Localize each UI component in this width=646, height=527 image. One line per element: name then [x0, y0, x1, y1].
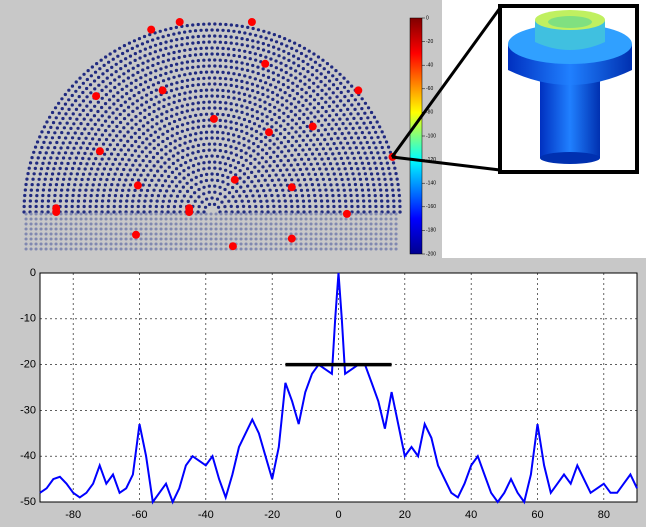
- element-point: [158, 86, 167, 95]
- x-tick-label: -60: [132, 509, 148, 521]
- element-point: [354, 86, 363, 95]
- colorbar-label: -100: [426, 133, 436, 139]
- element-point: [133, 181, 142, 190]
- element-point: [261, 59, 270, 68]
- element-point: [230, 175, 239, 184]
- element-point: [287, 234, 296, 243]
- x-tick-label: -20: [264, 509, 280, 521]
- x-tick-label: -40: [198, 509, 214, 521]
- colorbar-label: -200: [426, 251, 436, 257]
- scatter-layer: [52, 18, 397, 251]
- colorbar-label: -180: [426, 228, 436, 234]
- x-tick-label: 40: [465, 509, 477, 521]
- colorbar-label: -120: [426, 157, 436, 163]
- element-point: [132, 230, 140, 239]
- lower-dots: [24, 212, 398, 251]
- element-point: [308, 122, 317, 131]
- colorbar-label: -40: [426, 63, 433, 69]
- y-tick-label: -40: [20, 450, 36, 462]
- colorbar: 0 -20 -40 -60 -80 -100 -120 -140 -160 -180 -200: [409, 15, 436, 257]
- y-tick-label: 0: [30, 267, 36, 279]
- element-point: [147, 25, 156, 34]
- array-dots: [22, 22, 402, 214]
- colorbar-label: -60: [426, 86, 433, 92]
- colorbar-label: -140: [426, 181, 436, 187]
- array-grid: [22, 22, 402, 251]
- x-tick-label: 60: [531, 509, 543, 521]
- colorbar-label: 0: [426, 15, 429, 21]
- y-tick-label: -20: [20, 359, 36, 371]
- zoom-line: [391, 155, 501, 172]
- element-point: [209, 114, 218, 123]
- inset: [498, 4, 639, 174]
- x-tick-label: 20: [399, 509, 411, 521]
- element-point: [287, 183, 296, 192]
- element-point: [228, 242, 237, 251]
- zoom-line: [390, 7, 502, 158]
- y-tick-label: -50: [20, 496, 36, 508]
- element-point: [265, 128, 273, 137]
- x-tick-label: 0: [335, 509, 341, 521]
- x-tick-label: 80: [598, 509, 610, 521]
- pattern-line: [39, 272, 638, 505]
- element-point: [95, 147, 104, 156]
- plot-area: [39, 272, 638, 503]
- element-point: [175, 18, 184, 26]
- element-point: [185, 208, 194, 216]
- x-tick-label: -80: [65, 509, 81, 521]
- colorbar-label: -20: [426, 39, 433, 45]
- colorbar-label: -160: [426, 204, 436, 210]
- element-point: [52, 208, 61, 216]
- colorbar-label: -80: [426, 110, 433, 116]
- element-point: [247, 18, 256, 26]
- y-tick-label: -10: [20, 313, 36, 325]
- line-chart: 0 -10 -20 -30 -40 -50 -80 -60 -40 -20 0 20 40 60 80: [20, 267, 638, 521]
- y-tick-label: -30: [20, 404, 36, 416]
- element-point: [92, 92, 101, 101]
- element-point: [342, 209, 351, 218]
